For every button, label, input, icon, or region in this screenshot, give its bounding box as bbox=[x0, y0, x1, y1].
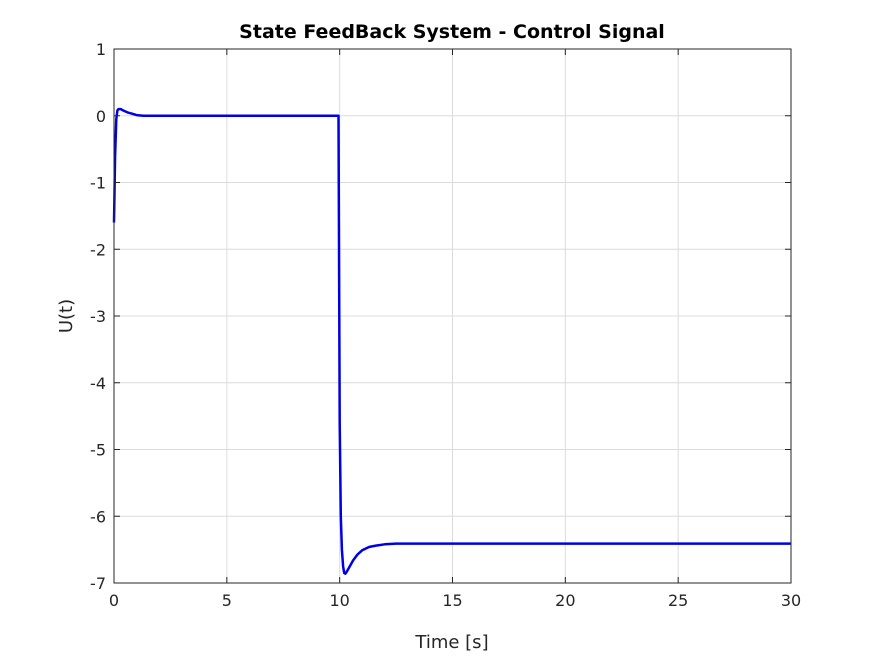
x-tick-label: 20 bbox=[555, 591, 575, 610]
y-tick-label: -6 bbox=[90, 507, 106, 526]
y-tick-label: -5 bbox=[90, 441, 106, 460]
y-axis-label: U(t) bbox=[56, 299, 77, 333]
series-layer bbox=[112, 107, 791, 575]
x-tick-label: 0 bbox=[109, 591, 119, 610]
y-tick-label: -7 bbox=[90, 574, 106, 593]
x-tick-label: 15 bbox=[442, 591, 462, 610]
y-tick-label: -1 bbox=[90, 174, 106, 193]
chart-title: State FeedBack System - Control Signal bbox=[239, 21, 665, 43]
x-axis-label: Time [s] bbox=[414, 632, 488, 653]
x-tick-label: 25 bbox=[668, 591, 688, 610]
series-line-control-signal bbox=[112, 107, 791, 575]
x-tick-label: 5 bbox=[222, 591, 232, 610]
y-tick-label: 1 bbox=[96, 40, 106, 59]
x-tick-label: 30 bbox=[781, 591, 801, 610]
y-tick-label: -4 bbox=[90, 374, 106, 393]
x-tick-label: 10 bbox=[329, 591, 349, 610]
y-tick-label: 0 bbox=[96, 107, 106, 126]
y-tick-label: -3 bbox=[90, 307, 106, 326]
y-tick-label: -2 bbox=[90, 240, 106, 259]
